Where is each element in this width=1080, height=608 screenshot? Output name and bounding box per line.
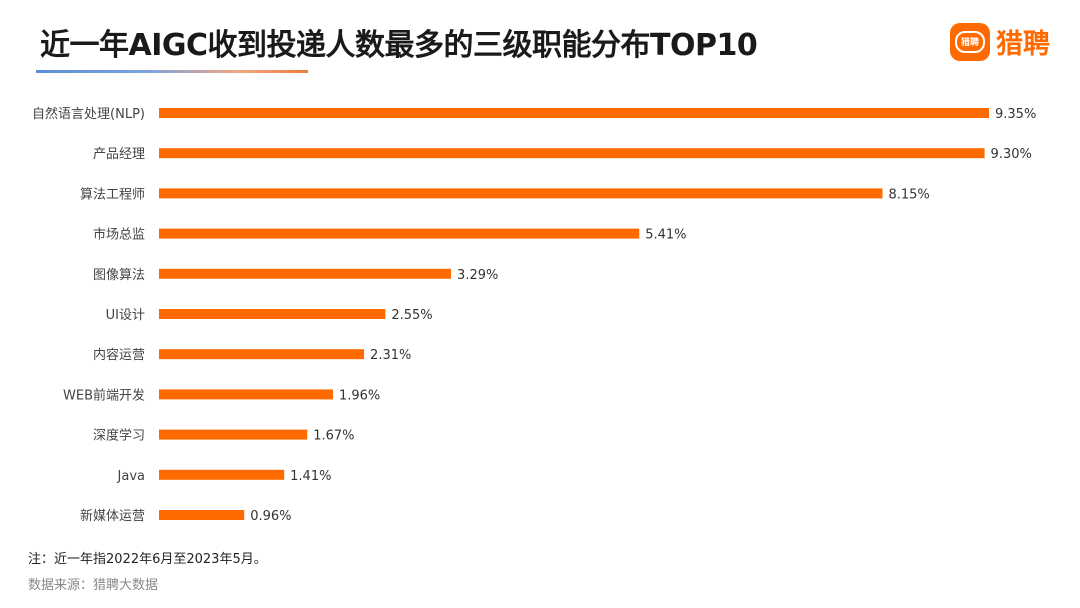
title-underline xyxy=(36,70,308,73)
value-label: 9.30% xyxy=(991,147,1032,162)
value-label: 1.67% xyxy=(313,429,354,444)
bar xyxy=(159,469,285,480)
bar-chart: 自然语言处理(NLP) 9.35% 产品经理 9.30% 算法工程师 8.15% 市场总监 5… xyxy=(32,106,1036,524)
category-label: 新媒体运营 xyxy=(80,508,145,524)
category-label: WEB前端开发 xyxy=(63,387,145,403)
category-label: 深度学习 xyxy=(93,428,145,444)
category-label: 内容运营 xyxy=(93,347,145,363)
value-label: 9.35% xyxy=(995,107,1036,122)
value-label: 0.96% xyxy=(250,509,291,524)
category-label: 算法工程师 xyxy=(80,187,145,202)
category-label: 图像算法 xyxy=(93,268,145,283)
bar xyxy=(159,510,245,520)
category-label: Java xyxy=(117,469,145,484)
value-label: 1.96% xyxy=(339,388,380,403)
category-label: 产品经理 xyxy=(93,147,145,162)
data-source: 数据来源：猎聘大数据 xyxy=(28,578,159,593)
category-label: 自然语言处理(NLP) xyxy=(32,106,145,122)
bar xyxy=(159,188,883,199)
bar xyxy=(159,389,333,400)
value-label: 1.41% xyxy=(290,469,331,484)
liepin-logo: 猎聘 猎聘 xyxy=(950,22,1050,61)
bar xyxy=(159,148,985,159)
value-label: 2.31% xyxy=(370,348,411,363)
logo-badge-icon: 猎聘 xyxy=(950,22,990,61)
footnote: 注：近一年指2022年6月至2023年5月。 xyxy=(28,552,267,567)
bar xyxy=(159,349,365,360)
bar xyxy=(159,268,452,279)
value-label: 2.55% xyxy=(391,308,432,323)
page-title: 近一年AIGC收到投递人数最多的三级职能分布TOP10 xyxy=(40,28,758,63)
bar xyxy=(159,108,989,118)
bar xyxy=(159,309,386,319)
bar xyxy=(159,228,640,239)
logo-text: 猎聘 xyxy=(996,29,1050,60)
value-label: 3.29% xyxy=(457,268,498,283)
category-label: UI设计 xyxy=(106,308,145,323)
logo-badge-text: 猎聘 xyxy=(955,30,985,53)
value-label: 8.15% xyxy=(888,187,929,202)
category-label: 市场总监 xyxy=(93,227,145,243)
bar xyxy=(159,429,308,440)
value-label: 5.41% xyxy=(645,228,686,243)
